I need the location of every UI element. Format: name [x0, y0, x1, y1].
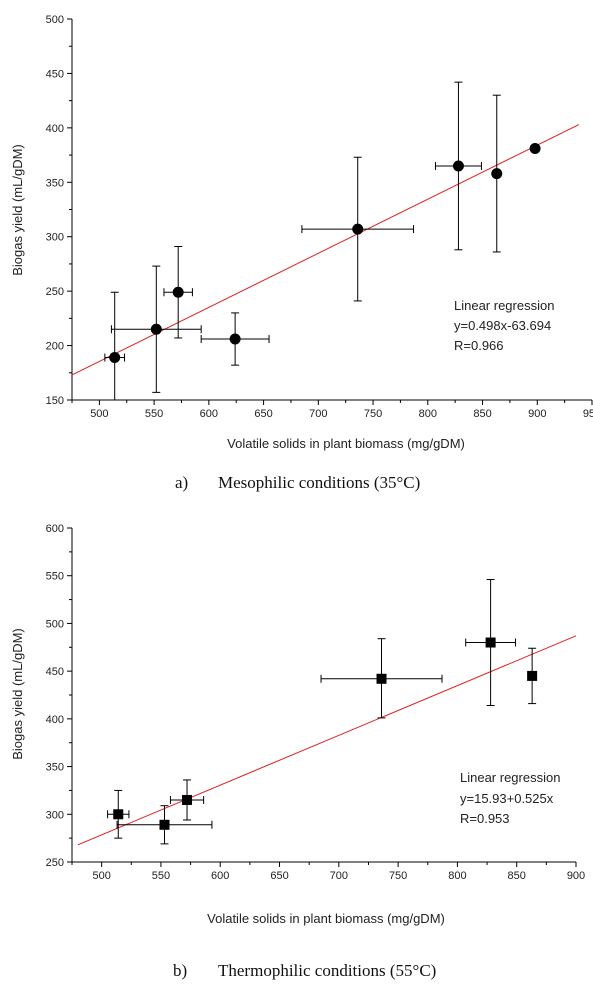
panel-a: 500 550 600 650 700 750 800 850 900 950 150 200 250 3…: [10, 14, 593, 492]
panel-a-data-point: [109, 352, 121, 364]
panel-b-x-tick-label: 700: [330, 870, 348, 882]
panel-b-data-point: [527, 670, 538, 681]
panel-b-y-tick-label: 300: [46, 809, 64, 821]
panel-a-caption: Mesophilic conditions (35°C): [218, 473, 420, 492]
panel-a-y-tick-label: 500: [46, 14, 64, 26]
panel-a-data-point: [529, 143, 541, 155]
panel-a-y-axis-label: Biogas yield (mL/gDM): [10, 144, 25, 276]
panel-b-y-tick-label: 600: [46, 523, 64, 535]
panel-b-data-point: [485, 637, 496, 648]
panel-b-data-point: [159, 819, 170, 830]
panel-a-data-point: [352, 223, 364, 235]
panel-a-annotation-line-3: R=0.966: [454, 338, 504, 353]
panel-a-x-tick-label: 800: [419, 408, 437, 420]
panel-a-x-tick-label: 550: [145, 408, 163, 420]
panel-a-data-point: [491, 168, 503, 180]
panel-a-x-tick-label: 900: [528, 408, 546, 420]
panel-a-y-tick-label: 300: [46, 232, 64, 244]
panel-b-data-point: [113, 809, 124, 820]
panel-a-data-point: [172, 286, 184, 298]
panel-b-annotation-line-3: R=0.953: [460, 811, 510, 826]
panel-b-annotation-line-1: Linear regression: [460, 770, 560, 785]
panel-a-x-tick-label: 950: [583, 408, 593, 420]
panel-b-y-tick-label: 350: [46, 762, 64, 774]
panel-a-y-tick-label: 200: [46, 341, 64, 353]
panel-a-x-tick-label: 850: [473, 408, 491, 420]
panel-b-marks: 500 550 600 650 700 750 800 850 900 250 300 350 400 4…: [46, 523, 586, 882]
panel-b-y-tick-label: 400: [46, 714, 64, 726]
panel-b-x-tick-label: 850: [508, 870, 526, 882]
panel-b-y-tick-label: 500: [46, 618, 64, 630]
panel-a-data-point: [452, 160, 464, 172]
panel-b-x-axis-label: Volatile solids in plant biomass (mg/gDM…: [207, 911, 445, 926]
panel-b-data-point: [182, 794, 193, 805]
panel-b-x-tick-label: 600: [211, 870, 229, 882]
panel-a-x-tick-label: 500: [90, 408, 108, 420]
panel-b-regression-line: [77, 635, 577, 846]
panel-a-marks: 500 550 600 650 700 750 800 850 900 950 150 200 250 3…: [46, 14, 593, 420]
panel-a-y-tick-label: 450: [46, 68, 64, 80]
panel-a-x-axis-label: Volatile solids in plant biomass (mg/gDM…: [227, 436, 465, 451]
panel-a-caption-letter: a): [175, 473, 188, 492]
panel-a-x-tick-label: 650: [254, 408, 272, 420]
panel-a-x-tick-label: 600: [200, 408, 218, 420]
panel-a-x-tick-label: 750: [364, 408, 382, 420]
panel-b-caption: Thermophilic conditions (55°C): [218, 961, 436, 980]
panel-a-y-tick-label: 250: [46, 286, 64, 298]
panel-a-x-tick-label: 700: [309, 408, 327, 420]
panel-b-y-tick-label: 250: [46, 857, 64, 869]
panel-b-annotation-line-2: y=15.93+0.525x: [460, 791, 554, 806]
panel-b-y-tick-label: 550: [46, 571, 64, 583]
panel-a-annotation-line-1: Linear regression: [454, 298, 554, 313]
panel-b-caption-letter: b): [173, 961, 187, 980]
panel-b-x-tick-label: 550: [152, 870, 170, 882]
panel-b-x-tick-label: 800: [448, 870, 466, 882]
panel-a-annotation-line-2: y=0.498x-63.694: [454, 318, 551, 333]
panel-a-data-point: [150, 323, 162, 335]
panel-b-x-tick-label: 900: [567, 870, 585, 882]
panel-b-y-tick-label: 450: [46, 666, 64, 678]
panel-b: 500 550 600 650 700 750 800 850 900 250 300 350 400 4…: [10, 523, 585, 980]
panel-a-data-point: [229, 333, 241, 345]
panel-b-x-tick-label: 500: [92, 870, 110, 882]
panel-a-y-tick-label: 350: [46, 177, 64, 189]
panel-b-data-point: [376, 673, 387, 684]
panel-a-y-tick-label: 150: [46, 395, 64, 407]
panel-b-x-tick-label: 750: [389, 870, 407, 882]
panel-a-y-tick-label: 400: [46, 123, 64, 135]
panel-b-x-tick-label: 650: [270, 870, 288, 882]
panel-b-y-axis-label: Biogas yield (mL/gDM): [10, 628, 25, 760]
